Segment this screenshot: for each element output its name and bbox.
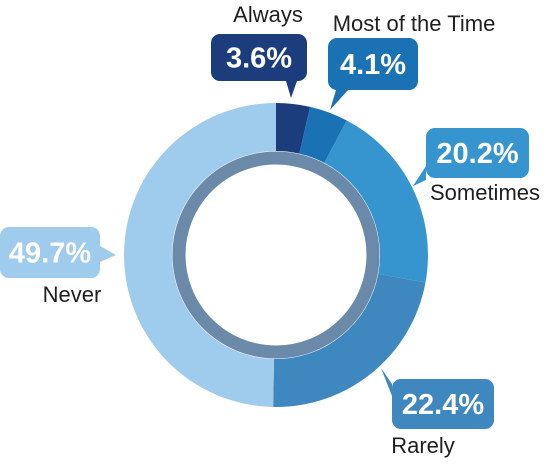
value-box [392, 379, 494, 429]
inner-ring [172, 151, 380, 359]
slice-never [123, 103, 276, 407]
labels-group: 3.6% Always 4.1% Most of the Time 20.2% Somet… [0, 2, 540, 458]
label-rarely: 22.4% Rarely [381, 368, 494, 458]
value-box [328, 38, 418, 90]
category-label: Most of the Time [333, 11, 496, 36]
category-label: Always [233, 2, 303, 27]
label-never: 49.7% Never [0, 227, 116, 307]
value-label: 3.6% [226, 43, 292, 75]
slice-sometimes [324, 120, 428, 283]
label-sometimes: 20.2% Sometimes [413, 128, 540, 205]
label-always: 3.6% Always [211, 2, 307, 98]
category-label: Rarely [391, 433, 455, 458]
inner-ring-group [172, 151, 380, 359]
label-pointer [100, 246, 116, 262]
value-label: 20.2% [436, 138, 518, 170]
value-label: 4.1% [340, 49, 406, 81]
slice-always [276, 103, 311, 154]
slice-rarely [273, 273, 426, 407]
category-label: Never [43, 282, 102, 307]
label-pointer [413, 166, 426, 186]
value-label: 22.4% [402, 389, 484, 421]
label-pointer [286, 81, 297, 98]
value-box [426, 128, 529, 178]
value-box [0, 227, 100, 278]
value-box [211, 34, 307, 81]
label-most-of-the-time: 4.1% Most of the Time [328, 11, 495, 110]
label-pointer [381, 368, 392, 396]
slice-most-of-the-time [299, 106, 347, 163]
slices-group [123, 103, 428, 407]
category-label: Sometimes [430, 180, 540, 205]
value-label: 49.7% [9, 238, 91, 270]
label-pointer [330, 90, 348, 110]
